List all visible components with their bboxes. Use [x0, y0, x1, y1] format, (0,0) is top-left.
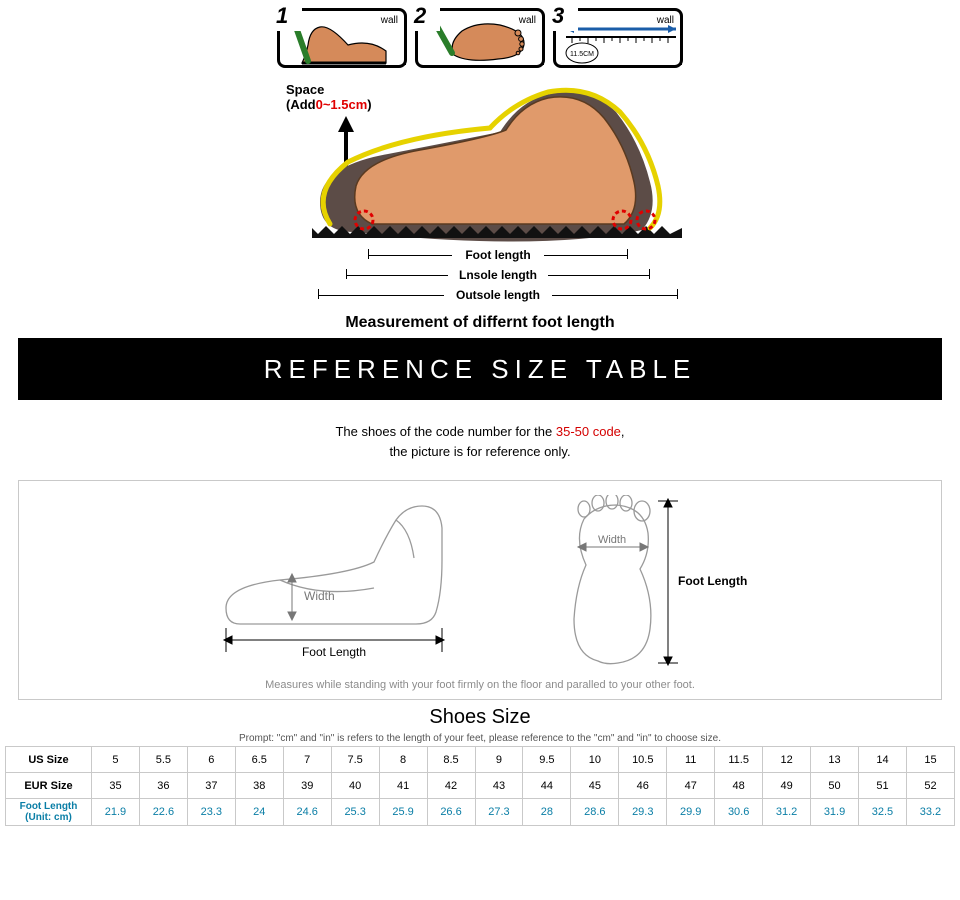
length-label: Foot length — [465, 248, 530, 262]
main-measurement-diagram: Space (Add0~1.5cm) Foot length Lnso — [260, 72, 700, 332]
ruler-reading: 11.5CM — [570, 51, 594, 58]
step-number: 2 — [414, 5, 440, 31]
length-label: Foot Length — [302, 645, 366, 659]
size-table-prompt: Prompt: "cm" and "in" is refers to the l… — [0, 733, 960, 744]
foot-diagrams-row: Width Foot Length — [19, 495, 941, 675]
foot-side-outline: Width Foot Length — [210, 500, 480, 670]
row-us: US Size 55.566.577.588.599.51010.51111.5… — [6, 747, 955, 773]
foot-top-icon — [428, 13, 538, 67]
length-label: Lnsole length — [459, 268, 537, 282]
step-number: 1 — [276, 5, 302, 31]
width-label: Width — [598, 534, 626, 546]
row-header-cm: Foot Length(Unit: cm) — [6, 799, 92, 826]
measurement-steps-row: 1 wall 2 wall — [0, 0, 960, 68]
step-box-2: 2 wall — [415, 8, 545, 68]
step-box-3: 3 wall 11.5CM — [553, 8, 683, 68]
length-label: Foot Length — [678, 574, 747, 588]
reference-size-banner: REFERENCE SIZE TABLE — [18, 338, 942, 400]
diagram-caption: Measurement of differnt foot length — [260, 314, 700, 332]
outsole-length-bar: Outsole length — [318, 288, 678, 302]
ruler-icon: 11.5CM — [560, 15, 682, 69]
step-number: 3 — [552, 5, 578, 31]
subtext: The shoes of the code number for the 35-… — [0, 422, 960, 462]
measure-note: Measures while standing with your foot f… — [19, 679, 941, 691]
footprint-outline: Width Foot Length — [550, 495, 750, 675]
subtext-2: the picture is for reference only. — [389, 444, 570, 459]
size-table: US Size 55.566.577.588.599.51010.51111.5… — [5, 746, 955, 826]
page: 1 wall 2 wall — [0, 0, 960, 826]
row-cm: Foot Length(Unit: cm) 21.922.623.32424.6… — [6, 799, 955, 826]
row-header-us: US Size — [6, 747, 92, 773]
step-box-1: 1 wall — [277, 8, 407, 68]
foot-length-bar: Foot length — [368, 248, 628, 262]
foot-side-icon — [290, 15, 400, 69]
row-eur: EUR Size 3536373839404142434445464748495… — [6, 773, 955, 799]
subtext-code: 35-50 code — [556, 424, 621, 439]
wall-line — [542, 15, 544, 65]
length-label: Outsole length — [456, 288, 540, 302]
foot-in-shoe-illustration — [290, 82, 710, 262]
size-table-title: Shoes Size — [0, 706, 960, 729]
insole-length-bar: Lnsole length — [346, 268, 650, 282]
subtext-1c: , — [621, 424, 625, 439]
foot-diagram-box: Width Foot Length — [18, 480, 942, 700]
subtext-1a: The shoes of the code number for the — [335, 424, 555, 439]
row-header-eur: EUR Size — [6, 773, 92, 799]
wall-line — [404, 15, 406, 65]
width-label: Width — [304, 589, 335, 603]
